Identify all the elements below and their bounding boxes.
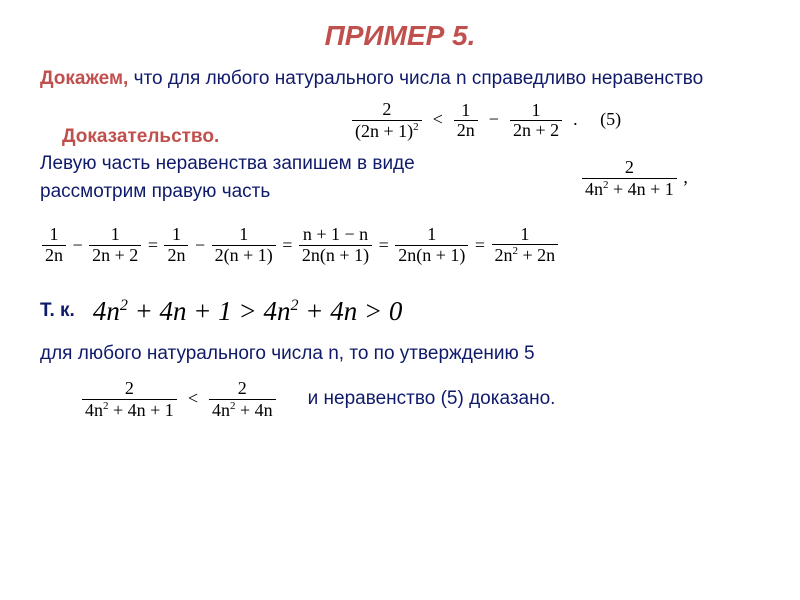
- equation-label: (5): [600, 109, 621, 129]
- final-row: 2 4n2 + 4n + 1 < 2 4n2 + 4n и неравенств…: [80, 379, 760, 421]
- paragraph-6: для любого натурального числа n, то по у…: [40, 341, 760, 367]
- paragraph-7: и неравенство (5) доказано.: [308, 386, 556, 412]
- paragraph-3: Левую часть неравенства запишем в виде: [40, 151, 560, 177]
- emphasis-prove: Докажем,: [40, 68, 128, 89]
- formula-ineq-denoms: 4n2 + 4n + 1 > 4n2 + 4n > 0: [93, 296, 403, 327]
- inequality-row: Т. к. 4n2 + 4n + 1 > 4n2 + 4n > 0: [40, 296, 760, 327]
- since-label: Т. к.: [40, 298, 75, 324]
- paragraph-1-text: что для любого натурального числа n спра…: [128, 68, 703, 89]
- formula-5: 2 (2n + 1)2 < 1 2n − 1 2n + 2 . (5): [350, 100, 621, 142]
- paragraph-1: Докажем, что для любого натурального чис…: [40, 66, 760, 92]
- slide-title: ПРИМЕР 5.: [40, 20, 760, 52]
- formula-final-ineq: 2 4n2 + 4n + 1 < 2 4n2 + 4n: [80, 379, 278, 421]
- formula-rhs-chain: 1 2n − 1 2n + 2 = 1 2n − 1 2(n + 1) = n …: [40, 225, 760, 267]
- formula-lhs-rewrite: 2 4n2 + 4n + 1 ,: [580, 158, 688, 200]
